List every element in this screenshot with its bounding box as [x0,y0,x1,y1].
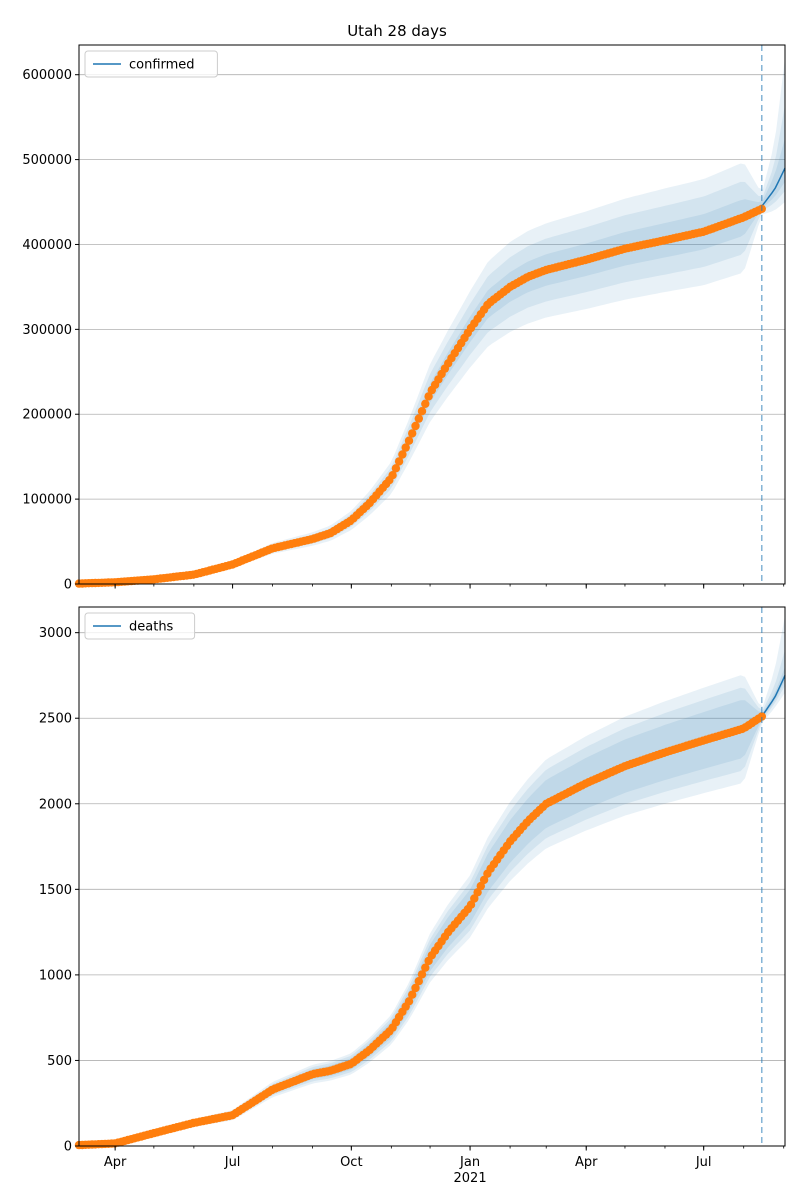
confirmed-ytick-label: 100000 [22,493,72,508]
xtick-label: Apr [104,1155,127,1170]
deaths-ytick-label: 1000 [39,968,72,983]
deaths-band-3 [79,666,785,1146]
confirmed-observed-point [398,450,407,459]
confirmed-ytick-label: 500000 [22,153,72,168]
deaths-ytick-label: 500 [47,1054,72,1069]
deaths-observed-point [421,963,430,972]
confirmed-observed-point [404,436,414,445]
deaths-axes-frame [78,606,786,1147]
xtick-label: Apr [575,1155,598,1170]
deaths-observed-point [757,712,766,721]
confirmed-observed-point [388,471,397,480]
deaths-observed-point [466,900,476,909]
deaths-observed-point [473,888,482,897]
xtick-label: Jul [695,1155,712,1170]
xtick-label: Jul [224,1155,241,1170]
confirmed-observed-point [417,407,427,416]
confirmed-observed-point [408,429,417,438]
deaths-observed-point [470,894,479,903]
deaths-panel: 0 500 1000 1500 2000 2500 3000 Apr Jul Oct Jan2021… [39,606,786,1186]
confirmed-legend-label: confirmed [129,58,195,73]
confirmed-panel: 0 100000 200000 300000 400000 500000 600000 con… [22,44,786,593]
xtick-label: Jan [459,1155,480,1170]
confirmed-ytick-label: 0 [64,578,72,593]
deaths-observed-point [414,977,423,986]
confirmed-ytick-label: 600000 [22,68,72,83]
confirmed-observed-point [411,421,420,431]
deaths-ytick-label: 1500 [39,883,72,898]
deaths-ytick-label: 0 [64,1140,72,1155]
confirmed-observed-point [391,464,401,473]
deaths-observed-point [479,875,489,885]
deaths-band-1 [79,615,785,1146]
deaths-legend-box [84,612,196,640]
confirmed-observed-point [414,414,423,423]
deaths-observed-point [404,997,414,1006]
confirmed-ytick-label: 400000 [22,238,72,253]
confirmed-observed-point [401,443,410,452]
deaths-ytick-label: 2000 [39,797,72,812]
xtick-label: Oct [340,1155,362,1170]
deaths-observed-point [417,970,427,979]
confirmed-legend: confirmed [84,50,218,78]
xtick-sublabel: 2021 [454,1171,487,1186]
confirmed-axes-frame [78,44,786,585]
confirmed-ytick-label: 200000 [22,408,72,423]
confirmed-observed-point [421,399,430,408]
confirmed-legend-box [84,50,218,78]
confirmed-ytick-label: 300000 [22,323,72,338]
deaths-observed-point [476,881,485,891]
deaths-ytick-label: 3000 [39,626,72,641]
confirmed-band-1 [79,57,785,584]
deaths-observed-point [408,990,417,999]
chart-title: Utah 28 days [347,22,447,40]
confirmed-observed-point [424,392,433,401]
deaths-ytick-label: 2500 [39,712,72,727]
confirmed-observed-point [394,457,404,466]
deaths-legend-label: deaths [129,620,174,635]
confirmed-band-2 [79,104,785,585]
deaths-legend: deaths [84,612,196,640]
deaths-observed-point [411,983,420,993]
